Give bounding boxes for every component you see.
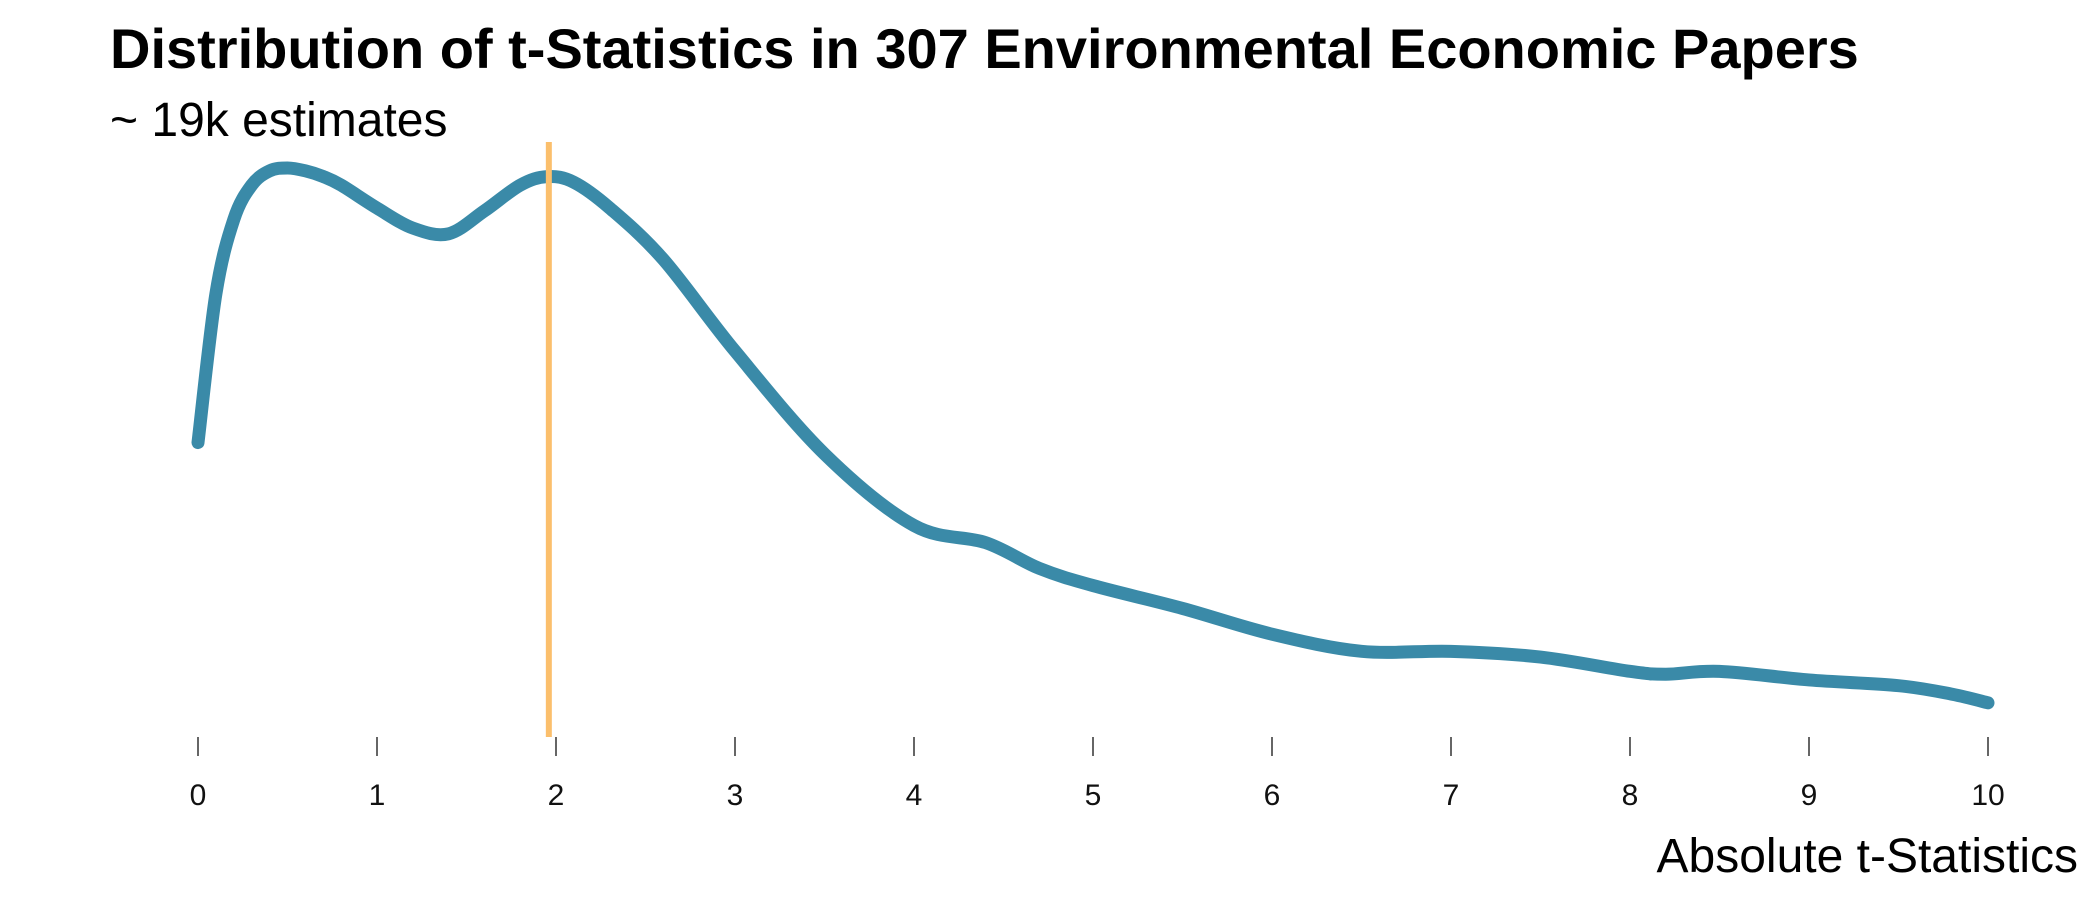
density-curve-density — [191, 161, 1995, 710]
x-tick-label-8: 8 — [1622, 779, 1639, 812]
x-tick-label-2: 2 — [548, 779, 565, 812]
chart-subtitle: ~ 19k estimates — [110, 94, 448, 147]
x-tick-label-5: 5 — [1085, 779, 1102, 812]
x-tick-label-0: 0 — [190, 779, 207, 812]
series-group — [191, 161, 1995, 710]
x-tick-label-3: 3 — [727, 779, 744, 812]
chart-title: Distribution of t-Statistics in 307 Envi… — [110, 17, 1859, 80]
x-axis-label: Absolute t-Statistics — [1657, 830, 2079, 883]
x-tick-label-4: 4 — [906, 779, 923, 812]
x-tick-label-6: 6 — [1264, 779, 1281, 812]
x-tick-label-10: 10 — [1971, 779, 2004, 812]
x-tick-label-7: 7 — [1443, 779, 1460, 812]
x-axis-ticks: 0 1 2 3 4 5 6 7 8 9 10 — [190, 737, 2005, 812]
x-tick-label-9: 9 — [1801, 779, 1818, 812]
x-tick-label-1: 1 — [369, 779, 386, 812]
